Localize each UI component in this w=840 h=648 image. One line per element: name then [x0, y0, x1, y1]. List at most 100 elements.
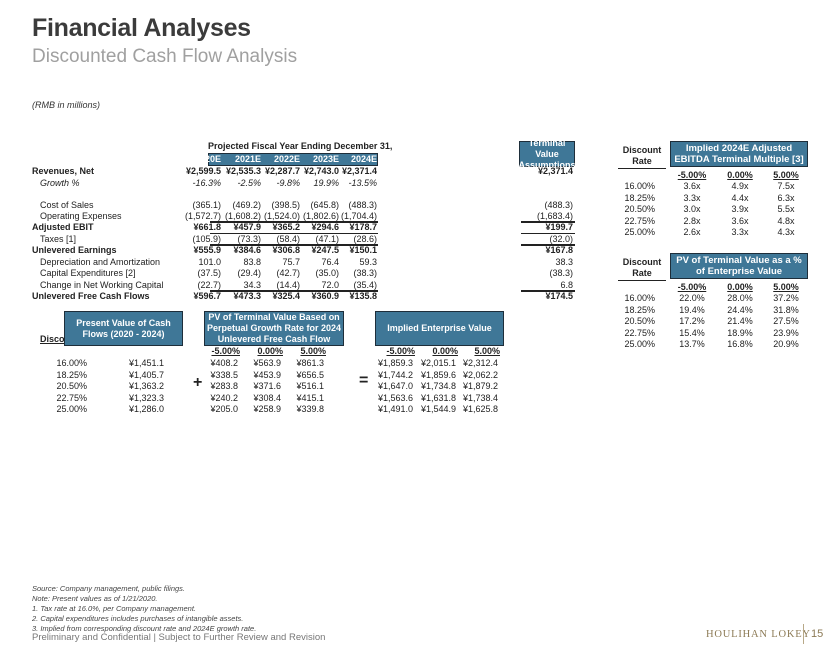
- cell-value: (1,608.2): [224, 211, 261, 221]
- cell-value: 19.9%: [313, 178, 339, 188]
- cell-value: ¥360.9: [311, 291, 339, 301]
- ev-value: ¥1,563.6: [377, 392, 413, 403]
- multiple_table-col-header: 5.00%: [773, 170, 799, 180]
- pct_table-cell: 13.7%: [679, 339, 705, 349]
- ev-value: ¥1,859.3: [377, 358, 413, 368]
- pct_table-cell: 21.4%: [727, 316, 753, 326]
- pct_table-cell: 19.4%: [679, 304, 705, 315]
- multiple_table-cell: 3.0x: [683, 204, 701, 214]
- cell-value: -13.5%: [348, 178, 377, 188]
- multiple-header: Implied 2024E Adjusted EBITDA Terminal M…: [670, 141, 808, 167]
- tv-col-header: 5.00%: [300, 346, 326, 356]
- tv-value: ¥516.1: [296, 381, 324, 391]
- ev-value: ¥1,734.8: [420, 381, 456, 391]
- tv-value: ¥453.9: [253, 369, 281, 380]
- rule-line: [521, 244, 575, 246]
- page-title: Financial Analyses: [32, 14, 251, 42]
- cell-value: 59.3: [359, 257, 377, 267]
- tv-value: ¥656.5: [296, 369, 324, 380]
- cell-value: (58.4): [276, 234, 300, 244]
- cell-value: (1,572.7): [184, 211, 221, 221]
- tv-value: ¥371.6: [253, 381, 281, 391]
- pct_table-rate: 25.00%: [624, 339, 655, 349]
- multiple_table-cell: 4.9x: [731, 181, 749, 191]
- cell-value: 75.7: [282, 257, 300, 267]
- multiple_table-cell: 4.4x: [731, 192, 749, 203]
- row-label: Taxes [1]: [40, 234, 77, 244]
- valuation-rate: 16.00%: [56, 358, 87, 368]
- terminal-value: (1,683.4): [536, 211, 573, 221]
- year-header-bar: [208, 153, 378, 166]
- confidential-notice: Preliminary and Confidential | Subject t…: [32, 632, 326, 643]
- ev-value: ¥2,312.4: [462, 358, 498, 368]
- tv-value: ¥308.4: [253, 392, 281, 403]
- terminal-value: ¥199.7: [545, 222, 573, 232]
- row-label: Change in Net Working Capital: [40, 280, 164, 290]
- cell-value: ¥2,743.0: [303, 166, 339, 176]
- tv-value: ¥205.0: [210, 404, 238, 414]
- footnotes: Source: Company management, public filin…: [32, 584, 256, 634]
- multiple-rate-header: Discount Rate: [618, 145, 666, 169]
- row-label: Growth %: [40, 178, 80, 188]
- cell-value: 72.0: [321, 280, 339, 290]
- valuation-rate: 22.75%: [56, 392, 87, 403]
- pct_table-cell: 23.9%: [773, 327, 799, 338]
- cell-value: ¥2,371.4: [341, 166, 377, 176]
- pv-value: ¥1,405.7: [128, 369, 164, 380]
- terminal-value: (488.3): [544, 200, 573, 210]
- pv-value: ¥1,323.3: [128, 392, 164, 403]
- tv-value: ¥240.2: [210, 392, 238, 403]
- cell-value: ¥150.1: [349, 245, 377, 255]
- cell-value: (488.3): [348, 200, 377, 210]
- cell-value: (29.4): [237, 268, 261, 278]
- rule-line: [521, 290, 575, 292]
- terminal-value: ¥2,371.4: [537, 166, 573, 176]
- multiple_table-cell: 7.5x: [777, 181, 795, 191]
- cell-value: ¥473.3: [233, 291, 261, 301]
- year-header-2022E: 2022E: [273, 154, 300, 164]
- rule-line: [521, 221, 575, 223]
- cell-value: ¥247.5: [311, 245, 339, 255]
- tv-col-header: -5.00%: [211, 346, 240, 356]
- multiple_table-rate: 18.25%: [624, 192, 655, 203]
- multiple_table-rate: 16.00%: [624, 181, 655, 191]
- pct_table-cell: 24.4%: [727, 304, 753, 315]
- row-label: Revenues, Net: [32, 166, 95, 176]
- pct_table-cell: 18.9%: [727, 327, 753, 338]
- cell-value: (22.7): [197, 280, 221, 290]
- pv-value: ¥1,363.2: [128, 381, 164, 391]
- valuation-rate: 25.00%: [56, 404, 87, 414]
- cell-value: ¥384.6: [233, 245, 261, 255]
- cell-value: -2.5%: [237, 178, 261, 188]
- tv-value: ¥338.5: [210, 369, 238, 380]
- cell-value: (37.5): [197, 268, 221, 278]
- footnote-1: 1. Tax rate at 16.0%, per Company manage…: [32, 604, 196, 613]
- cell-value: 34.3: [243, 280, 261, 290]
- ev-value: ¥2,062.2: [462, 369, 498, 380]
- tv-value: ¥563.9: [253, 358, 281, 368]
- projection-title: Projected Fiscal Year Ending December 31…: [208, 141, 393, 151]
- row-label: Capital Expenditures [2]: [40, 268, 136, 278]
- ev-value: ¥1,544.9: [420, 404, 456, 414]
- ev-value: ¥1,491.0: [377, 404, 413, 414]
- cell-value: (28.6): [353, 234, 377, 244]
- ev-value: ¥1,744.2: [377, 369, 413, 380]
- units-note: (RMB in millions): [32, 100, 101, 110]
- footnote-source: Source: Company management, public filin…: [32, 584, 185, 593]
- plus-sign: +: [193, 374, 203, 391]
- footnote-2: 2. Capital expenditures includes purchas…: [32, 614, 244, 623]
- footnote-note: Note: Present values as of 1/21/2020.: [32, 594, 158, 603]
- multiple_table-rate: 25.00%: [624, 227, 655, 237]
- pct_table-rate: 20.50%: [624, 316, 655, 326]
- pct_table-cell: 17.2%: [679, 316, 705, 326]
- cell-value: ¥325.4: [272, 291, 300, 301]
- cell-value: (1,802.6): [302, 211, 339, 221]
- pv-terminal-header: PV of Terminal Value Based on Perpetual …: [204, 311, 344, 346]
- pct_table-cell: 20.9%: [773, 339, 799, 349]
- cell-value: (35.0): [315, 268, 339, 278]
- pct_table-col-header: 0.00%: [727, 282, 753, 292]
- valuation-rate: 20.50%: [56, 381, 87, 391]
- multiple_table-cell: 4.8x: [777, 215, 795, 226]
- pct_table-cell: 31.8%: [773, 304, 799, 315]
- enterprise-value-header: Implied Enterprise Value: [375, 311, 504, 346]
